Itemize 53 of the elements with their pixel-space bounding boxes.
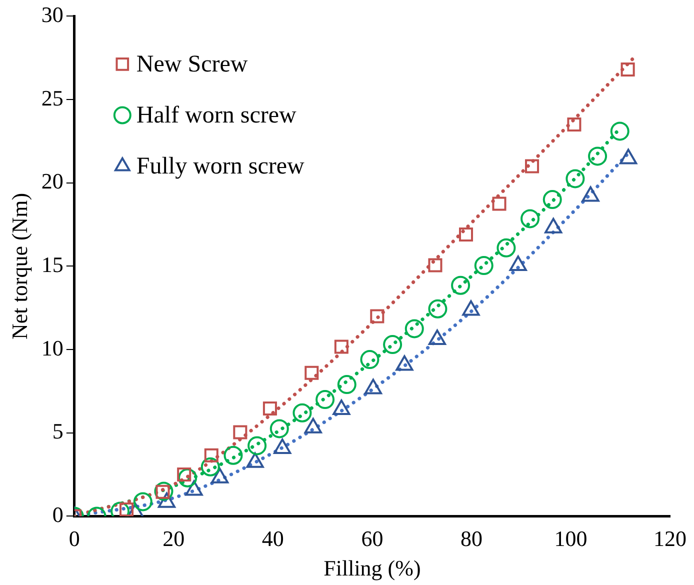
point: [458, 228, 474, 242]
y-tick-label: 20: [41, 168, 64, 194]
y-tick-label: 10: [41, 335, 64, 360]
point: [492, 196, 506, 211]
point: [496, 238, 516, 258]
point: [304, 366, 319, 380]
x-tick-label: 80: [460, 526, 482, 552]
point: [525, 159, 540, 174]
point: [316, 390, 335, 410]
x-axis-title: Filling (%): [324, 556, 421, 581]
legend-label: Half worn screw: [136, 102, 298, 128]
point: [224, 446, 243, 465]
y-tick-label: 0: [52, 502, 64, 527]
y-tick-label: 30: [41, 2, 64, 27]
point: [233, 425, 248, 440]
point: [404, 319, 424, 338]
x-tick-label: 120: [654, 526, 686, 552]
x-tick-label: 0: [68, 526, 80, 552]
point: [270, 419, 289, 438]
point: [428, 299, 448, 318]
point: [262, 402, 277, 416]
point: [520, 209, 540, 228]
point: [154, 482, 174, 501]
x-tick-label: 100: [554, 526, 588, 552]
point: [200, 457, 220, 476]
point: [360, 350, 380, 370]
point: [474, 256, 494, 276]
legend-label: New Screw: [136, 51, 248, 78]
y-axis-title: Net torque (Nm): [6, 192, 32, 340]
point: [383, 335, 402, 354]
point: [542, 190, 562, 210]
x-tick-label: 40: [262, 526, 284, 552]
point: [334, 340, 348, 354]
point: [178, 468, 198, 488]
point: [451, 276, 470, 295]
x-tick-label: 60: [361, 526, 384, 552]
point: [567, 118, 582, 132]
point: [370, 309, 384, 324]
y-tick-label: 5: [52, 418, 64, 444]
legend-label: Fully worn screw: [136, 153, 306, 180]
point: [204, 448, 218, 462]
y-tick-label: 25: [41, 85, 64, 110]
point: [337, 375, 356, 394]
point: [133, 492, 152, 512]
point: [588, 146, 608, 166]
point: [248, 436, 267, 456]
point: [610, 122, 630, 141]
y-tick-label: 15: [41, 252, 64, 277]
point: [566, 169, 585, 188]
x-tick-label: 20: [162, 526, 185, 552]
point: [620, 62, 635, 77]
point: [428, 258, 442, 272]
point: [292, 403, 312, 422]
